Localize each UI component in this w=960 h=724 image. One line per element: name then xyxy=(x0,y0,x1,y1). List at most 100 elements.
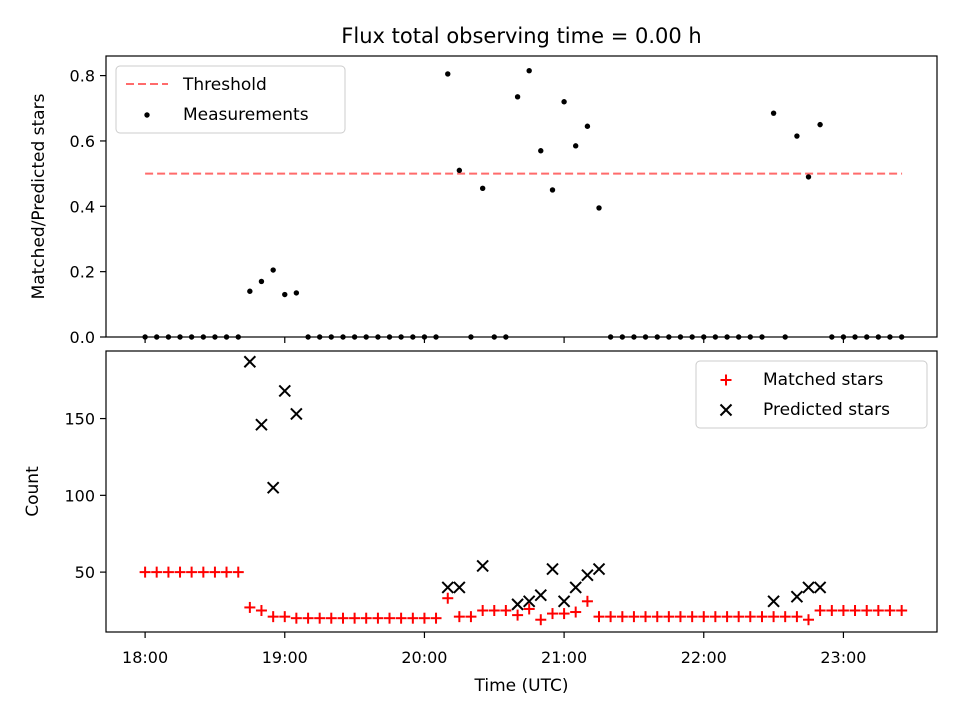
measurement-point xyxy=(654,334,660,340)
matched-star-point xyxy=(640,611,652,623)
legend-measurements-label: Measurements xyxy=(183,105,309,125)
measurement-point xyxy=(642,334,649,340)
matched-star-point xyxy=(616,611,628,623)
measurement-point xyxy=(712,334,719,340)
predicted-star-point xyxy=(592,562,606,576)
measurement-point xyxy=(223,334,230,340)
predicted-star-point xyxy=(569,581,582,594)
matched-star-point xyxy=(849,605,861,617)
top-plot-frame xyxy=(105,55,938,338)
matched-star-point xyxy=(686,611,698,623)
measurement-point xyxy=(596,205,602,211)
predicted-star-point-b xyxy=(255,418,268,431)
measurement-point xyxy=(852,334,858,340)
measurement-point xyxy=(724,334,730,340)
matched-star-point xyxy=(197,566,209,578)
matched-star-point xyxy=(279,611,291,623)
predicted-star-point-b xyxy=(557,595,571,608)
predicted-star-point xyxy=(557,595,571,608)
matched-star-point xyxy=(779,611,791,623)
matched-star-point xyxy=(768,611,780,623)
measurement-point xyxy=(351,334,358,340)
x-axis-label: Time (UTC) xyxy=(474,676,569,696)
predicted-star-point-b xyxy=(546,562,559,576)
measurement-point xyxy=(200,334,207,340)
measurement-point xyxy=(293,290,300,296)
measurement-point xyxy=(503,334,509,340)
measurement-point xyxy=(794,133,800,139)
measurement-point xyxy=(829,334,835,340)
predicted-star-point xyxy=(441,581,454,594)
matched-star-point xyxy=(139,566,151,578)
matched-star-point xyxy=(709,611,721,623)
bottom-y-tick-label: 150 xyxy=(64,410,95,429)
predicted-star-point-b xyxy=(476,559,489,573)
matched-star-point xyxy=(314,612,326,624)
legend-matched-swatch xyxy=(720,374,732,386)
predicted-star-point xyxy=(534,588,547,602)
predicted-star-point-b xyxy=(767,595,780,608)
legend-threshold-label: Threshold xyxy=(182,75,267,95)
measurement-point xyxy=(468,334,474,340)
matched-star-point xyxy=(209,566,221,578)
x-tick-label: 21:00 xyxy=(541,648,587,667)
matched-star-point xyxy=(267,611,279,623)
matched-star-point xyxy=(593,611,605,623)
measurement-point xyxy=(491,334,497,340)
measurement-point xyxy=(747,334,753,340)
top-y-tick-label: 0.0 xyxy=(70,328,95,347)
matched-star-point xyxy=(186,566,198,578)
measurement-point xyxy=(817,121,823,128)
matched-star-point xyxy=(232,566,244,578)
matched-star-point xyxy=(756,611,768,623)
predicted-star-point xyxy=(243,355,257,368)
matched-star-point xyxy=(698,611,710,623)
x-tick-label: 18:00 xyxy=(122,648,168,667)
measurement-point xyxy=(607,334,614,340)
x-tick-label: 22:00 xyxy=(681,648,727,667)
legend-x-mark-b xyxy=(719,403,733,417)
matched-star-point xyxy=(558,608,570,620)
matched-star-point xyxy=(861,605,873,617)
matched-star-point xyxy=(384,612,396,624)
bottom-legend-box xyxy=(695,360,928,429)
matched-star-point xyxy=(162,566,174,578)
bottom-y-tick-label: 50 xyxy=(75,563,95,582)
legend-matched-label: Matched stars xyxy=(763,370,883,390)
matched-star-point xyxy=(663,611,675,623)
matched-star-point xyxy=(418,612,430,624)
measurement-point xyxy=(305,334,311,340)
matched-star-point xyxy=(325,612,337,624)
matched-star-point xyxy=(651,611,663,623)
matched-star-point xyxy=(872,605,884,617)
measurement-point xyxy=(887,334,893,340)
predicted-star-point-b xyxy=(790,590,804,603)
measurement-point xyxy=(188,334,195,340)
matched-star-point xyxy=(290,612,302,624)
measurement-point xyxy=(282,291,288,298)
matched-star-point xyxy=(477,605,489,617)
predicted-star-point xyxy=(522,595,536,608)
predicted-star-point xyxy=(290,407,303,421)
matched-star-point xyxy=(721,611,733,623)
predicted-star-point-b xyxy=(453,581,466,594)
predicted-star-point xyxy=(802,581,815,594)
measurement-point xyxy=(782,334,788,340)
matched-star-point xyxy=(605,611,617,623)
measurement-point xyxy=(538,148,544,154)
measurement-point xyxy=(584,123,591,129)
legend-x-mark xyxy=(719,403,733,417)
matched-star-point xyxy=(221,566,233,578)
predicted-star-point-b xyxy=(278,384,291,398)
matched-star-point xyxy=(151,566,163,578)
matched-star-point xyxy=(570,606,582,618)
predicted-star-point-b xyxy=(592,562,606,576)
matched-star-point xyxy=(547,608,559,620)
matched-star-point xyxy=(803,614,815,626)
measurement-point xyxy=(619,334,626,340)
matched-star-point xyxy=(837,605,849,617)
matched-star-point xyxy=(674,611,686,623)
measurement-point xyxy=(375,334,381,340)
predicted-star-point-b xyxy=(522,595,536,608)
